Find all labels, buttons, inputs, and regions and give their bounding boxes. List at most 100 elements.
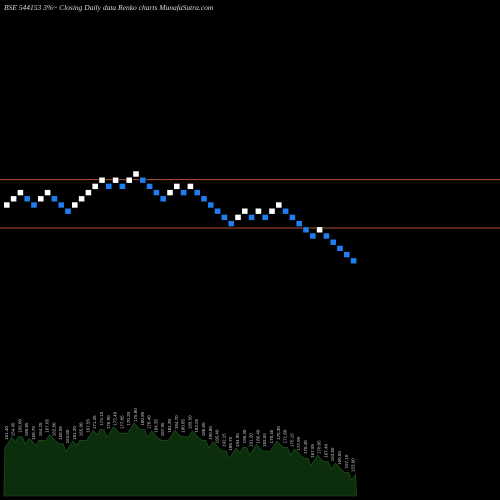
volume-label: 180.90	[140, 411, 145, 425]
volume-label: 195.40	[215, 429, 220, 443]
volume-label: 184.35	[153, 418, 158, 432]
volume-label: 194.95	[235, 433, 240, 447]
renko-brick-down	[207, 201, 215, 209]
renko-brick-down	[64, 207, 72, 215]
volume-label: 167.05	[45, 418, 50, 432]
renko-brick-up	[37, 195, 45, 203]
volume-label: 170.05	[317, 440, 322, 454]
volume-label: 165.90	[79, 422, 84, 436]
renko-brick-up	[71, 201, 79, 209]
volume-area	[3, 422, 357, 497]
renko-brick-down	[329, 238, 337, 246]
volume-label: 198.30	[242, 429, 247, 443]
volume-label: 190.80	[208, 426, 213, 440]
volume-label: 178.40	[147, 415, 152, 429]
renko-brick-down	[146, 183, 153, 190]
volume-label: 175.80	[133, 408, 138, 422]
renko-brick-up	[275, 201, 283, 209]
volume-label: 189.50	[187, 415, 192, 429]
volume-label: 180.85	[181, 418, 186, 432]
renko-brick-up	[166, 189, 174, 196]
volume-label: 187.95	[160, 422, 165, 436]
renko-brick-down	[248, 214, 255, 221]
volume-label: 154.45	[11, 422, 16, 436]
renko-brick-down	[343, 251, 351, 258]
renko-brick-up	[234, 214, 242, 221]
volume-label: 163.85	[330, 447, 335, 461]
renko-brick-down	[30, 201, 38, 209]
renko-brick-up	[10, 195, 17, 203]
volume-label: 162.80	[51, 422, 56, 436]
renko-brick-up	[3, 201, 11, 209]
volume-label: 184.70	[174, 415, 179, 429]
renko-brick-up	[241, 207, 249, 215]
renko-brick-down	[350, 257, 357, 265]
volume-label: 175.15	[289, 433, 294, 447]
volume-label: 176.90	[106, 415, 111, 429]
chart-title: BSE 544153 3%~ Closing Daily data Renko …	[4, 3, 214, 12]
renko-brick-up	[255, 207, 262, 215]
renko-brick-down	[227, 220, 235, 227]
volume-label: 178.45	[269, 429, 274, 443]
volume-label: 164.25	[38, 422, 43, 436]
renko-brick-up	[132, 170, 140, 178]
volume-label: 151.40	[4, 426, 9, 440]
renko-brick-up	[125, 176, 133, 184]
renko-brick-down	[159, 195, 167, 203]
renko-brick-down	[302, 226, 310, 234]
renko-brick-up	[112, 176, 119, 184]
volume-label: 177.05	[119, 415, 124, 429]
renko-brick-down	[193, 189, 201, 196]
renko-brick-down	[261, 214, 269, 221]
renko-brick-down	[295, 220, 303, 227]
renko-brick-up	[316, 226, 323, 234]
renko-brick-down	[336, 245, 344, 252]
volume-label: 191.20	[249, 433, 254, 447]
volume-label: 161.20	[72, 426, 77, 440]
volume-label: 167.40	[323, 443, 328, 457]
volume-label: 193.25	[194, 418, 199, 432]
volume-label: 153.90	[351, 458, 356, 472]
volume-label: 186.40	[255, 429, 260, 443]
renko-brick-down	[214, 207, 221, 215]
renko-brick-down	[180, 189, 187, 196]
volume-label: 172.90	[296, 436, 301, 450]
volume-label: 170.20	[126, 411, 131, 425]
renko-brick-up	[44, 189, 51, 196]
volume-label: 175.30	[276, 426, 281, 440]
volume-label: 188.75	[228, 436, 233, 450]
renko-brick-up	[78, 195, 85, 203]
volume-label: 158.05	[58, 426, 63, 440]
renko-brick-down	[309, 232, 317, 240]
renko-brick-down	[282, 207, 289, 215]
volume-label: 160.50	[337, 451, 342, 465]
renko-brick-down	[50, 195, 58, 203]
renko-brick-down	[119, 183, 126, 190]
volume-label: 163.00	[65, 429, 70, 443]
renko-brick-down	[221, 214, 228, 221]
renko-brick-down	[153, 189, 160, 196]
volume-label: 186.60	[201, 422, 206, 436]
renko-brick-up	[98, 176, 106, 184]
renko-brick-up	[16, 189, 24, 196]
volume-label: 171.60	[283, 429, 288, 443]
volume-label: 171.35	[92, 415, 97, 429]
volume-label: 158.75	[31, 426, 36, 440]
renko-brick-down	[322, 232, 330, 240]
volume-label: 160.65	[24, 422, 29, 436]
volume-label: 172.40	[113, 411, 118, 425]
renko-brick-down	[23, 195, 31, 203]
volume-label: 174.15	[99, 411, 104, 425]
renko-brick-up	[91, 183, 99, 190]
renko-brick-down	[57, 201, 65, 209]
renko-brick-down	[139, 176, 147, 184]
renko-brick-down	[105, 183, 113, 190]
volume-label: 167.55	[85, 418, 90, 432]
renko-brick-up	[268, 207, 276, 215]
volume-label: 170.40	[303, 440, 308, 454]
renko-brick-up	[85, 189, 92, 196]
renko-brick-down	[288, 214, 296, 221]
renko-brick-up	[187, 183, 194, 190]
volume-label: 181.30	[167, 418, 172, 432]
